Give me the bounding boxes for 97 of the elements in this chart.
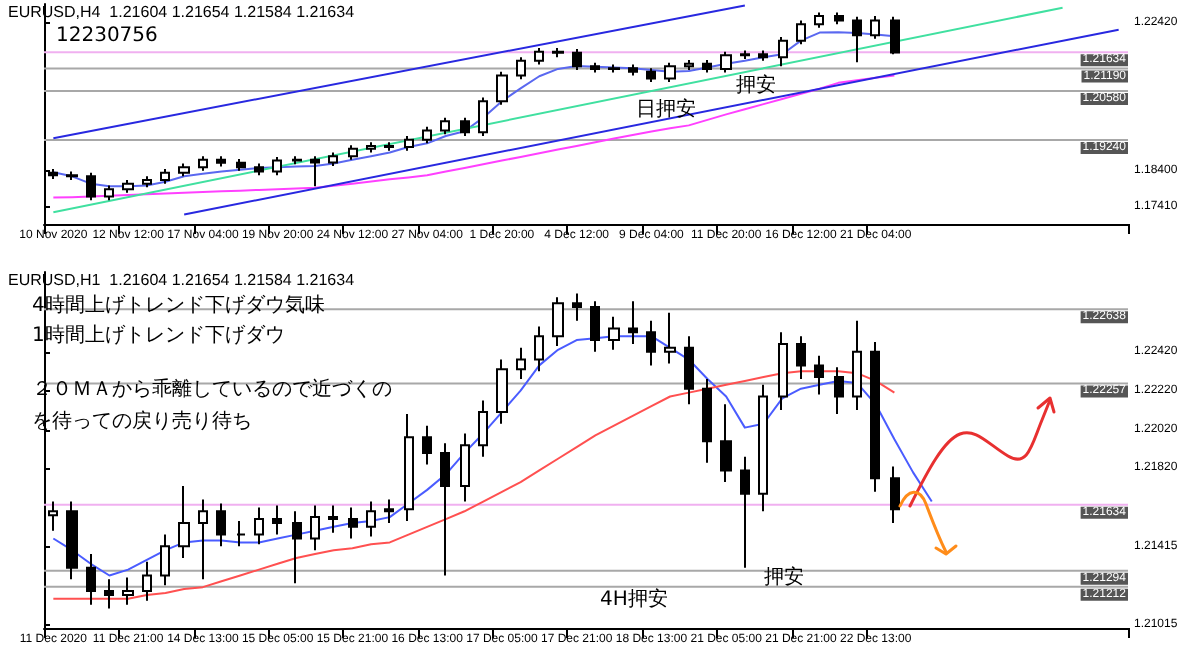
candlestick bbox=[534, 47, 544, 66]
candlestick bbox=[216, 502, 226, 548]
candlestick bbox=[122, 576, 134, 606]
candlestick bbox=[254, 506, 264, 546]
candlestick bbox=[740, 455, 750, 569]
candlestick bbox=[422, 424, 432, 466]
candlestick bbox=[814, 11, 824, 29]
candlestick bbox=[348, 144, 358, 161]
candlestick bbox=[834, 11, 844, 26]
candlestick bbox=[608, 63, 620, 74]
candlestick bbox=[86, 171, 96, 202]
candlestick bbox=[384, 498, 394, 524]
candlestick bbox=[66, 170, 78, 181]
candlestick bbox=[702, 59, 712, 74]
candlestick bbox=[272, 504, 282, 536]
candlestick bbox=[292, 510, 302, 585]
candlestick bbox=[552, 296, 564, 347]
candlestick bbox=[572, 48, 582, 71]
candlestick bbox=[104, 184, 114, 202]
candlestick bbox=[516, 346, 526, 380]
candlestick bbox=[646, 67, 656, 84]
candlestick bbox=[890, 15, 900, 56]
candlestick bbox=[870, 15, 880, 40]
candlestick bbox=[702, 377, 712, 464]
candlestick bbox=[796, 335, 806, 380]
candlestick bbox=[86, 553, 96, 606]
candlestick bbox=[440, 442, 450, 577]
candlestick bbox=[758, 383, 768, 513]
line-series bbox=[52, 74, 896, 199]
candlestick bbox=[122, 179, 134, 194]
candlestick bbox=[160, 533, 170, 587]
candlestick bbox=[198, 498, 208, 581]
candlestick bbox=[272, 155, 282, 177]
candlestick bbox=[366, 500, 376, 538]
candlestick bbox=[236, 158, 246, 172]
candlestick bbox=[852, 319, 862, 412]
annotation: 押安 bbox=[764, 565, 804, 589]
candlestick bbox=[664, 311, 676, 365]
candlestick bbox=[422, 125, 432, 145]
candlestick bbox=[778, 331, 788, 412]
candlestick bbox=[852, 15, 862, 64]
candlestick bbox=[496, 358, 508, 425]
candlestick bbox=[664, 61, 676, 84]
candlestick bbox=[740, 49, 750, 60]
candlestick bbox=[684, 335, 694, 406]
candlestick bbox=[646, 319, 656, 367]
candlestick bbox=[404, 135, 414, 152]
annotation: 4時間上げトレンド下げダウ気味 bbox=[32, 293, 325, 317]
candlestick bbox=[552, 47, 564, 59]
candlestick bbox=[142, 175, 152, 189]
candlestick bbox=[104, 578, 114, 610]
candlestick bbox=[720, 50, 732, 74]
candlestick bbox=[384, 141, 394, 152]
candlestick bbox=[216, 155, 226, 168]
candlestick bbox=[834, 366, 844, 416]
candlestick bbox=[758, 49, 768, 62]
candlestick bbox=[478, 399, 488, 458]
annotation: 押安 bbox=[736, 73, 776, 97]
candlestick bbox=[590, 61, 600, 74]
candlestick bbox=[254, 162, 264, 177]
candlestick bbox=[142, 560, 152, 602]
candlestick bbox=[516, 56, 526, 81]
candlestick bbox=[292, 155, 302, 166]
candlestick bbox=[440, 116, 450, 136]
candlestick bbox=[608, 315, 620, 351]
candlestick bbox=[590, 300, 600, 353]
candlestick bbox=[778, 36, 788, 68]
candlestick bbox=[460, 116, 470, 137]
candlestick bbox=[366, 141, 376, 154]
annotation: 1時間上げトレンド下げダウ bbox=[32, 323, 285, 347]
candlestick bbox=[628, 63, 638, 77]
candlestick bbox=[684, 59, 694, 71]
candlestick bbox=[160, 168, 170, 185]
candlestick bbox=[478, 96, 488, 137]
annotation: 12230756 bbox=[56, 25, 158, 47]
candlestick bbox=[534, 325, 544, 373]
candlestick bbox=[870, 341, 880, 493]
candlestick bbox=[348, 506, 358, 540]
candlestick bbox=[890, 465, 900, 524]
candlestick bbox=[310, 504, 320, 552]
candlestick bbox=[310, 155, 320, 188]
candlestick bbox=[496, 70, 508, 106]
candlestick bbox=[178, 484, 190, 559]
candlestick bbox=[66, 500, 78, 581]
candlestick bbox=[796, 19, 806, 46]
candlestick bbox=[178, 162, 190, 178]
candlestick bbox=[628, 300, 638, 345]
annotation: 4H押安 bbox=[600, 587, 668, 611]
candlestick bbox=[720, 403, 732, 484]
candlestick bbox=[404, 413, 414, 523]
candlestick bbox=[814, 354, 824, 396]
candlestick bbox=[460, 432, 470, 503]
candlestick bbox=[236, 520, 246, 548]
candlestick bbox=[198, 155, 208, 172]
candlestick bbox=[328, 504, 338, 534]
candlestick bbox=[572, 292, 582, 322]
candlestick bbox=[328, 151, 338, 168]
